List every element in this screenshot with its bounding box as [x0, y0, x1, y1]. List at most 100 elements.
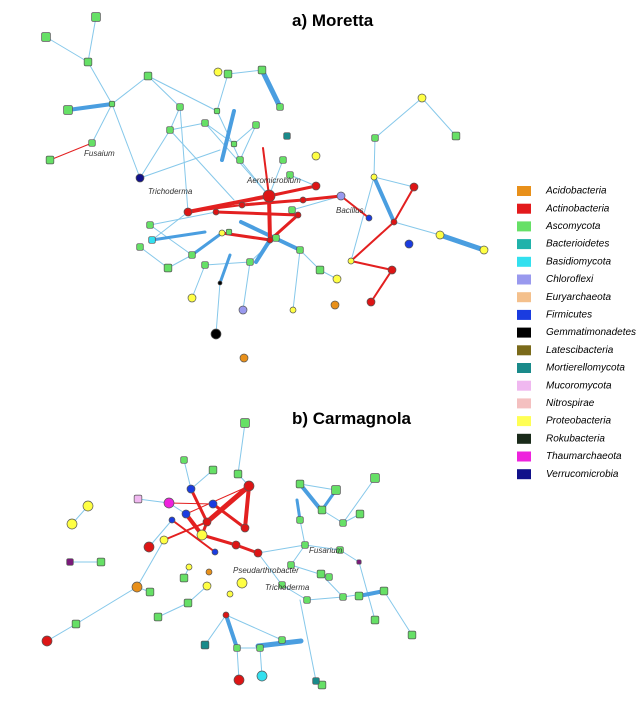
node [332, 274, 342, 284]
node [66, 518, 78, 530]
edge [75, 586, 138, 625]
node [163, 263, 173, 273]
edge [204, 483, 252, 525]
edge [185, 485, 250, 515]
legend-label: Acidobacteria [545, 186, 607, 197]
node [239, 353, 249, 363]
node [272, 234, 280, 242]
edge [306, 596, 344, 601]
node [238, 201, 246, 209]
edge [421, 97, 457, 137]
node [387, 265, 397, 275]
node [312, 677, 320, 685]
node [91, 12, 101, 22]
legend-swatch [517, 309, 531, 320]
legend-swatch [517, 256, 531, 267]
edge [292, 249, 301, 311]
node [88, 139, 96, 147]
edge [299, 599, 317, 682]
legend-swatch [517, 433, 531, 444]
legend-swatch [517, 292, 531, 303]
node [71, 619, 81, 629]
legend-swatch [517, 469, 531, 480]
legend-swatch [517, 203, 531, 214]
edge [150, 230, 207, 242]
node [135, 173, 145, 183]
legend-swatch [517, 398, 531, 409]
legend-swatch [517, 327, 531, 338]
edge [183, 459, 192, 490]
node [163, 497, 175, 509]
node [409, 182, 419, 192]
node [355, 509, 365, 519]
edge [299, 483, 337, 491]
edge [204, 614, 227, 646]
node [225, 228, 233, 236]
node [222, 611, 230, 619]
edge [268, 159, 284, 197]
node [213, 107, 221, 115]
legend-swatch [517, 345, 531, 356]
edge [257, 552, 283, 586]
edge [254, 238, 272, 264]
node [187, 293, 197, 303]
edge [299, 519, 306, 546]
node [45, 155, 55, 165]
node [168, 516, 176, 524]
edge [370, 269, 393, 303]
node [179, 573, 189, 583]
node-label: Bacillus [336, 206, 364, 215]
node [211, 548, 219, 556]
node [339, 519, 347, 527]
legend-label: Mucoromycota [546, 380, 612, 391]
node-label: Aeromicrobium [246, 176, 301, 185]
edge [372, 175, 396, 224]
node [379, 586, 389, 596]
node [286, 171, 294, 179]
node [153, 612, 163, 622]
node [479, 245, 489, 255]
legend-swatch [517, 274, 531, 285]
edge [373, 176, 415, 188]
edge [350, 221, 395, 262]
node [230, 140, 238, 148]
legend-label: Euryarchaeota [546, 292, 611, 303]
node [339, 593, 347, 601]
legend-label: Chloroflexi [546, 274, 594, 285]
node-label: Pseudarthrobacter [233, 566, 299, 575]
legend-swatch [517, 416, 531, 427]
node [299, 196, 307, 204]
node [96, 557, 106, 567]
edge [358, 561, 376, 621]
edge [49, 142, 93, 161]
edge [225, 614, 283, 641]
edge [215, 282, 221, 335]
node [370, 173, 378, 181]
edge [149, 211, 217, 226]
node [296, 246, 304, 254]
edge [393, 186, 415, 223]
edge [179, 106, 189, 213]
node [279, 156, 287, 164]
edge [151, 211, 189, 241]
edge [301, 194, 343, 202]
node [133, 494, 143, 504]
node [236, 156, 244, 164]
node [208, 499, 218, 509]
legend-label: Latescibacteria [546, 345, 614, 356]
edge [211, 502, 247, 530]
legend-swatch [517, 451, 531, 462]
node [407, 630, 417, 640]
node [256, 670, 268, 682]
node [185, 563, 193, 571]
node [257, 65, 267, 75]
node [252, 121, 260, 129]
node [246, 258, 254, 266]
edge [190, 231, 224, 257]
node [233, 469, 243, 479]
node [404, 239, 414, 249]
legend-label: Gemmatimonadetes [546, 327, 636, 338]
node [240, 523, 250, 533]
node [180, 456, 188, 464]
